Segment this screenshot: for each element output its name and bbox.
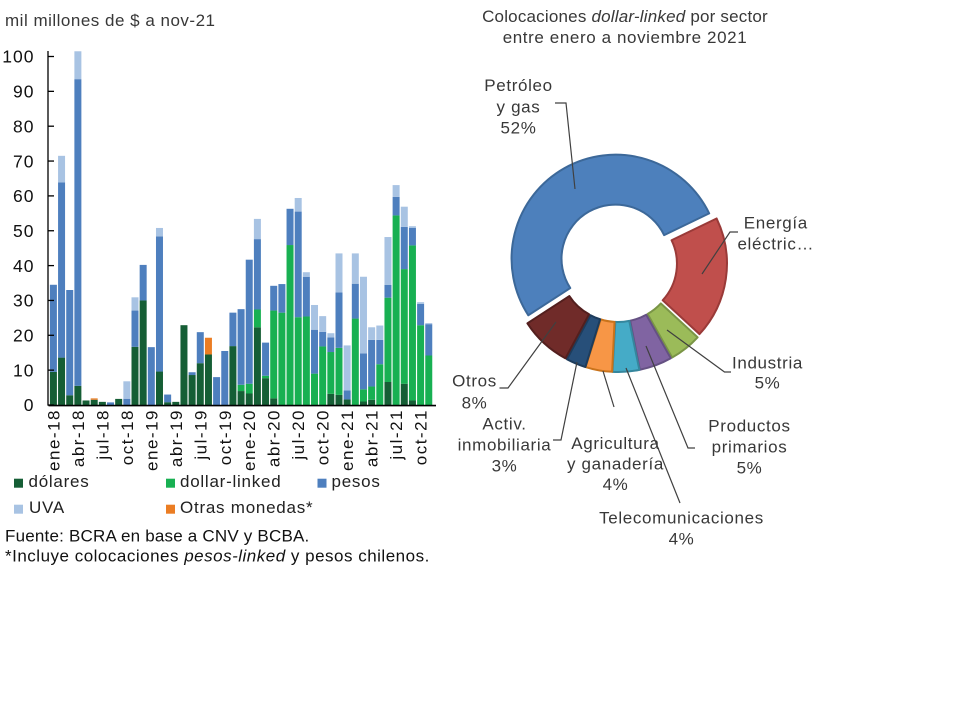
svg-text:Otros: Otros [452, 372, 497, 391]
svg-text:ene-18: ene-18 [44, 409, 63, 471]
svg-text:jul-21: jul-21 [387, 409, 406, 461]
svg-text:oct-20: oct-20 [314, 409, 333, 465]
svg-text:abr-19: abr-19 [167, 409, 186, 467]
svg-text:ene-19: ene-19 [142, 409, 161, 471]
svg-text:4%: 4% [669, 530, 695, 549]
svg-text:Colocaciones dollar-linked por: Colocaciones dollar-linked por sector [482, 7, 768, 26]
svg-text:100: 100 [2, 47, 34, 67]
svg-text:Fuente: BCRA en base a CNV y B: Fuente: BCRA en base a CNV y BCBA. [5, 527, 309, 546]
svg-text:ene-20: ene-20 [240, 409, 259, 471]
svg-text:abr-20: abr-20 [265, 409, 284, 467]
svg-text:dólares: dólares [29, 472, 90, 491]
svg-text:jul-18: jul-18 [93, 409, 112, 461]
svg-text:ene-21: ene-21 [338, 409, 357, 471]
svg-text:90: 90 [13, 82, 34, 102]
svg-text:52%: 52% [501, 119, 537, 138]
svg-text:20: 20 [13, 326, 34, 346]
svg-text:5%: 5% [737, 459, 763, 478]
svg-text:oct-19: oct-19 [216, 409, 235, 465]
svg-text:5%: 5% [755, 373, 781, 392]
svg-text:8%: 8% [462, 394, 488, 413]
svg-text:entre enero a noviembre 2021: entre enero a noviembre 2021 [503, 28, 748, 47]
svg-text:mil millones de $ a nov-21: mil millones de $ a nov-21 [5, 11, 215, 30]
svg-text:abr-21: abr-21 [363, 409, 382, 467]
svg-text:80: 80 [13, 116, 34, 136]
svg-text:Otras monedas*: Otras monedas* [180, 498, 313, 517]
svg-text:oct-18: oct-18 [118, 409, 137, 465]
svg-text:jul-19: jul-19 [191, 409, 210, 461]
svg-text:Energía: Energía [744, 214, 808, 233]
svg-text:Agricultura: Agricultura [571, 434, 659, 453]
svg-text:10: 10 [13, 360, 34, 380]
svg-text:eléctric…: eléctric… [737, 234, 814, 253]
svg-text:Activ.: Activ. [482, 415, 526, 434]
svg-text:70: 70 [13, 151, 34, 171]
svg-text:Industria: Industria [732, 354, 803, 373]
svg-text:Productos: Productos [708, 417, 790, 436]
svg-text:60: 60 [13, 186, 34, 206]
svg-text:3%: 3% [492, 457, 518, 476]
svg-text:y ganadería: y ganadería [567, 455, 664, 474]
svg-text:oct-21: oct-21 [412, 409, 431, 465]
svg-text:UVA: UVA [29, 498, 65, 517]
svg-text:4%: 4% [603, 475, 629, 494]
svg-text:40: 40 [13, 256, 34, 276]
svg-text:y gas: y gas [497, 97, 541, 116]
svg-text:inmobiliaria: inmobiliaria [458, 436, 552, 455]
svg-text:jul-20: jul-20 [289, 409, 308, 461]
svg-text:*Incluye colocaciones pesos-li: *Incluye colocaciones pesos-linked y pes… [5, 547, 430, 566]
svg-text:primarios: primarios [712, 438, 788, 457]
svg-text:Petróleo: Petróleo [484, 76, 553, 95]
svg-text:dollar-linked: dollar-linked [180, 472, 281, 491]
svg-text:50: 50 [13, 221, 34, 241]
svg-text:30: 30 [13, 291, 34, 311]
svg-text:abr-18: abr-18 [69, 409, 88, 467]
svg-text:Telecomunicaciones: Telecomunicaciones [599, 508, 764, 527]
svg-text:pesos: pesos [332, 472, 381, 491]
svg-text:0: 0 [24, 395, 35, 415]
